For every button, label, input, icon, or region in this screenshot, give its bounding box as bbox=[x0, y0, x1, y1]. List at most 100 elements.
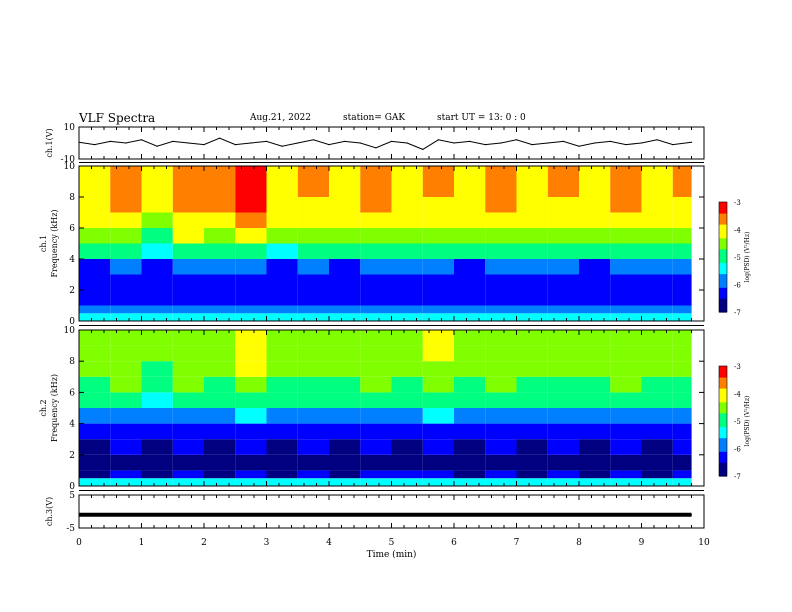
heatmap-cell bbox=[391, 197, 423, 213]
heatmap-cell bbox=[485, 181, 517, 197]
colorbar-swatch bbox=[719, 210, 727, 214]
heatmap-cell bbox=[141, 454, 173, 471]
heatmap-cell bbox=[235, 313, 267, 322]
heatmap-cell bbox=[454, 361, 486, 377]
ch1-waveform-point bbox=[422, 148, 424, 150]
heatmap-cell bbox=[110, 166, 142, 182]
heatmap-cell bbox=[672, 228, 692, 244]
ch1-waveform-point bbox=[640, 142, 643, 144]
colorbar-swatch bbox=[719, 382, 727, 386]
colorbar-swatch bbox=[719, 295, 727, 299]
heatmap-cell bbox=[547, 290, 580, 306]
colorbar-swatch bbox=[719, 259, 727, 264]
heatmap-cell bbox=[360, 166, 392, 182]
heatmap-cell bbox=[485, 166, 517, 182]
heatmap-cell bbox=[235, 166, 267, 182]
heatmap-cell bbox=[547, 470, 580, 479]
heatmap-cell bbox=[266, 197, 298, 213]
heatmap-cell bbox=[391, 330, 423, 346]
heatmap-cell bbox=[360, 376, 392, 393]
heatmap-cell bbox=[235, 345, 267, 362]
heatmap-cell bbox=[360, 212, 392, 228]
heatmap-cell bbox=[391, 212, 423, 228]
heatmap-cell bbox=[110, 274, 142, 290]
heatmap-cell bbox=[610, 274, 642, 290]
heatmap-cell bbox=[672, 408, 692, 424]
ch1-waveform-point bbox=[375, 147, 377, 149]
ch1-waveform-point bbox=[484, 144, 486, 146]
heatmap-cell bbox=[266, 470, 298, 479]
heatmap-cell bbox=[485, 439, 517, 455]
x-tick-label: 10 bbox=[698, 538, 710, 548]
heatmap-cell bbox=[172, 274, 205, 290]
heatmap-cell bbox=[329, 345, 361, 362]
heatmap-cell bbox=[547, 212, 580, 228]
ch1-waveform-point bbox=[281, 145, 283, 147]
heatmap-cell bbox=[204, 454, 236, 471]
x-tick-label: 6 bbox=[451, 538, 457, 548]
heatmap-cell bbox=[172, 197, 205, 213]
heatmap-cell bbox=[172, 330, 205, 346]
heatmap-cell bbox=[485, 470, 517, 479]
colorbar-swatch bbox=[719, 246, 727, 250]
heatmap-cell bbox=[329, 330, 361, 346]
heatmap-cell bbox=[516, 454, 548, 471]
heatmap-cell bbox=[610, 313, 642, 322]
colorbar-frame bbox=[718, 365, 728, 477]
heatmap-cell bbox=[485, 330, 517, 346]
heatmap-cell bbox=[454, 439, 486, 455]
heatmap-cell bbox=[454, 478, 486, 486]
heatmap-cell bbox=[79, 330, 111, 346]
heatmap-cell bbox=[79, 454, 111, 471]
heatmap-cell bbox=[485, 212, 517, 228]
heatmap-cell bbox=[204, 274, 236, 290]
ch3-waveform-plot bbox=[78, 512, 693, 517]
heatmap-cell bbox=[391, 470, 423, 479]
heatmap-cell bbox=[266, 392, 298, 408]
heatmap-cell bbox=[641, 392, 673, 408]
heatmap-cell bbox=[360, 408, 392, 424]
heatmap-cell bbox=[360, 259, 392, 275]
ch1-spectrogram-channel-label: ch.1 bbox=[39, 235, 48, 252]
colorbar-swatch bbox=[719, 443, 727, 447]
ch1-waveform-point bbox=[203, 144, 205, 146]
heatmap-cell bbox=[672, 478, 692, 486]
ch1-waveform-point bbox=[297, 142, 299, 144]
ch1-waveform-point bbox=[531, 144, 533, 146]
heatmap-cell bbox=[79, 228, 111, 244]
heatmap-cell bbox=[297, 212, 330, 228]
heatmap-cell bbox=[641, 274, 673, 290]
heatmap-cell bbox=[235, 408, 267, 424]
heatmap-cell bbox=[235, 330, 267, 346]
heatmap-cell bbox=[172, 439, 205, 455]
heatmap-cell bbox=[641, 345, 673, 362]
heatmap-cell bbox=[547, 439, 580, 455]
colorbar-swatch bbox=[719, 423, 727, 428]
heatmap-cell bbox=[79, 290, 111, 306]
heatmap-cell bbox=[391, 478, 423, 486]
heatmap-cell bbox=[235, 274, 267, 290]
colorbar-swatch bbox=[719, 388, 727, 392]
heatmap-cell bbox=[641, 313, 673, 322]
heatmap-cell bbox=[329, 478, 361, 486]
heatmap-cell bbox=[610, 423, 642, 440]
y-tick-label: 8 bbox=[69, 193, 75, 203]
heatmap-cell bbox=[110, 408, 142, 424]
heatmap-cell bbox=[360, 313, 392, 322]
colorbar-swatch bbox=[719, 470, 727, 474]
heatmap-cell bbox=[579, 392, 611, 408]
heatmap-cell bbox=[110, 212, 142, 228]
heatmap-cell bbox=[547, 259, 580, 275]
heatmap-cell bbox=[329, 197, 361, 213]
heatmap-cell bbox=[204, 345, 236, 362]
heatmap-cell bbox=[610, 166, 642, 182]
heatmap-cell bbox=[141, 228, 173, 244]
heatmap-cell bbox=[235, 228, 267, 244]
colorbar-swatch bbox=[719, 226, 727, 231]
heatmap-cell bbox=[672, 313, 692, 322]
heatmap-cell bbox=[610, 454, 642, 471]
heatmap-cell bbox=[204, 376, 236, 393]
colorbar-tick-label: -7 bbox=[734, 473, 741, 481]
heatmap-cell bbox=[641, 361, 673, 377]
heatmap-cell bbox=[79, 259, 111, 275]
